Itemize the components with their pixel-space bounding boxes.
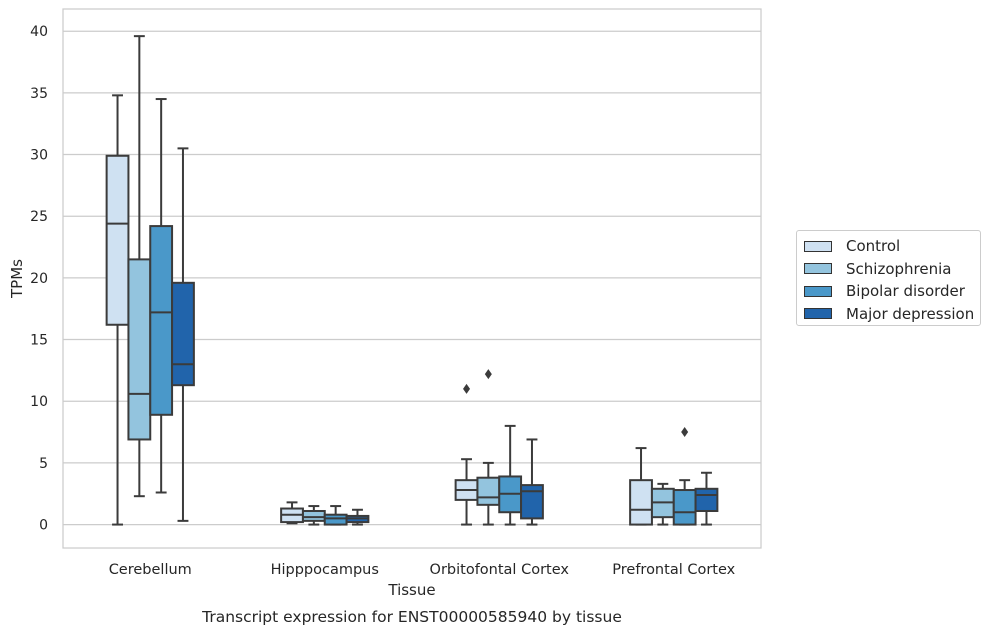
box-iqr [629, 479, 653, 526]
legend-item-control: Control [804, 235, 980, 258]
x-tick-label: Cerebellum [109, 562, 192, 578]
plot-area-frame [62, 8, 762, 549]
box [280, 501, 304, 525]
legend-label: Bipolar disorder [846, 282, 965, 301]
chart-title: Transcript expression for ENST0000058594… [201, 608, 622, 626]
y-tick-label: 15 [30, 333, 48, 349]
y-tick-label: 5 [39, 456, 48, 472]
box [454, 383, 479, 526]
y-tick-label: 35 [30, 86, 48, 102]
box-iqr [672, 489, 697, 526]
box-iqr [301, 509, 326, 522]
legend-item-major-depression: Major depression [804, 303, 980, 326]
x-tick-label: Orbitofontal Cortex [430, 562, 570, 578]
box-iqr [105, 154, 130, 326]
y-tick-label: 25 [30, 209, 48, 225]
legend-swatch-major-depression [804, 308, 832, 320]
box-iqr [127, 258, 152, 441]
box [323, 505, 348, 526]
box [520, 438, 544, 526]
y-tick-label: 40 [30, 24, 48, 40]
box [105, 94, 130, 526]
box-iqr [149, 225, 174, 416]
box [694, 471, 719, 526]
box-iqr [171, 281, 195, 387]
x-tick-label: Hipppocampus [271, 562, 379, 578]
box-iqr [476, 476, 501, 506]
box-iqr [520, 484, 544, 520]
outlier-point [463, 383, 471, 394]
outlier-point [681, 427, 689, 438]
legend: Control Schizophrenia Bipolar disorder M… [796, 230, 981, 326]
legend-swatch-schizophrenia [804, 263, 832, 275]
y-axis-label: TPMs [8, 259, 26, 299]
box-iqr [694, 487, 719, 512]
legend-item-schizophrenia: Schizophrenia [804, 258, 980, 281]
box-series [105, 35, 719, 526]
x-axis-label: Tissue [387, 581, 435, 599]
legend-item-bipolar-disorder: Bipolar disorder [804, 280, 980, 303]
y-axis-ticks: 0 5 10 15 20 25 30 35 40 [30, 24, 48, 533]
legend-swatch-control [804, 240, 832, 252]
box [171, 147, 195, 522]
box [149, 98, 174, 494]
legend-swatch-bipolar-disorder [804, 285, 832, 297]
box [345, 508, 370, 526]
outlier-point [484, 369, 492, 380]
y-tick-label: 10 [30, 394, 48, 410]
box [629, 447, 653, 526]
box [127, 35, 152, 498]
box [498, 424, 523, 526]
box-iqr [323, 513, 348, 526]
box [476, 369, 501, 526]
y-tick-label: 20 [30, 271, 48, 287]
y-tick-label: 30 [30, 148, 48, 164]
y-tick-label: 0 [39, 518, 48, 534]
x-axis-ticks: Cerebellum Hipppocampus Orbitofontal Corte… [109, 562, 736, 578]
box [301, 505, 326, 526]
legend-label: Schizophrenia [846, 259, 952, 278]
legend-label: Control [846, 237, 901, 256]
legend-label: Major depression [846, 304, 975, 323]
box [650, 482, 675, 526]
x-tick-label: Prefrontal Cortex [612, 562, 735, 578]
box [672, 427, 697, 526]
